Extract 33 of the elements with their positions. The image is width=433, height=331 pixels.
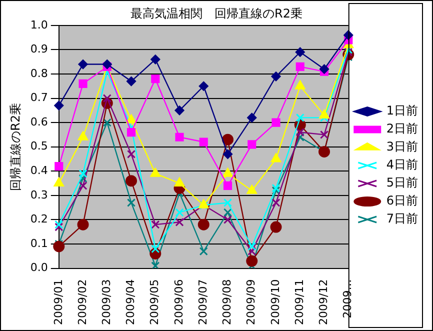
x-tick-label: 2009/02 xyxy=(76,279,89,326)
y-axis-title: 回帰直線のR2乗 xyxy=(8,102,22,191)
legend-label: 3日前 xyxy=(386,140,418,154)
y-tick-label: 0.2 xyxy=(30,212,48,226)
y-tick-label: 0.9 xyxy=(30,42,48,56)
x-tick-label: 2009/04 xyxy=(124,279,138,326)
x-tick-label: 2009/11 xyxy=(292,279,306,326)
y-tick-label: 0.1 xyxy=(30,236,48,250)
y-tick-label: 0.8 xyxy=(30,66,48,80)
x-tick-label: 2009/03 xyxy=(100,279,113,326)
x-tick-label: 2009/05 xyxy=(148,279,162,326)
legend-label: 2日前 xyxy=(386,122,418,136)
x-tick-label: 2009/10 xyxy=(268,279,282,326)
y-tick-label: 0.5 xyxy=(30,140,48,153)
legend-label: 7日前 xyxy=(386,212,418,226)
chart-title: 最高気温相関 回帰直線のR2乗 xyxy=(130,6,302,20)
legend-label: 4日前 xyxy=(386,158,418,172)
y-tick-label: 0.6 xyxy=(30,115,48,128)
y-tick-label: 1.0 xyxy=(30,18,48,32)
y-tick-label: 0.3 xyxy=(30,188,48,202)
legend-label: 1日前 xyxy=(386,104,418,118)
y-tick-label: 0.0 xyxy=(30,261,48,274)
x-tick-label: 2009… xyxy=(341,279,354,318)
x-tick-label: 2009/07 xyxy=(196,279,210,326)
x-tick-label: 2009/01 xyxy=(52,279,65,326)
x-tick-label: 2009/09 xyxy=(244,279,258,326)
x-tick-label: 2009/08 xyxy=(220,279,234,326)
y-tick-label: 0.4 xyxy=(30,164,48,177)
x-tick-label: 2009/06 xyxy=(172,279,186,326)
x-tick-label: 2009/12 xyxy=(317,279,330,326)
legend-label: 6日前 xyxy=(386,194,418,208)
y-tick-label: 0.7 xyxy=(30,91,48,104)
legend-label: 5日前 xyxy=(386,176,418,190)
